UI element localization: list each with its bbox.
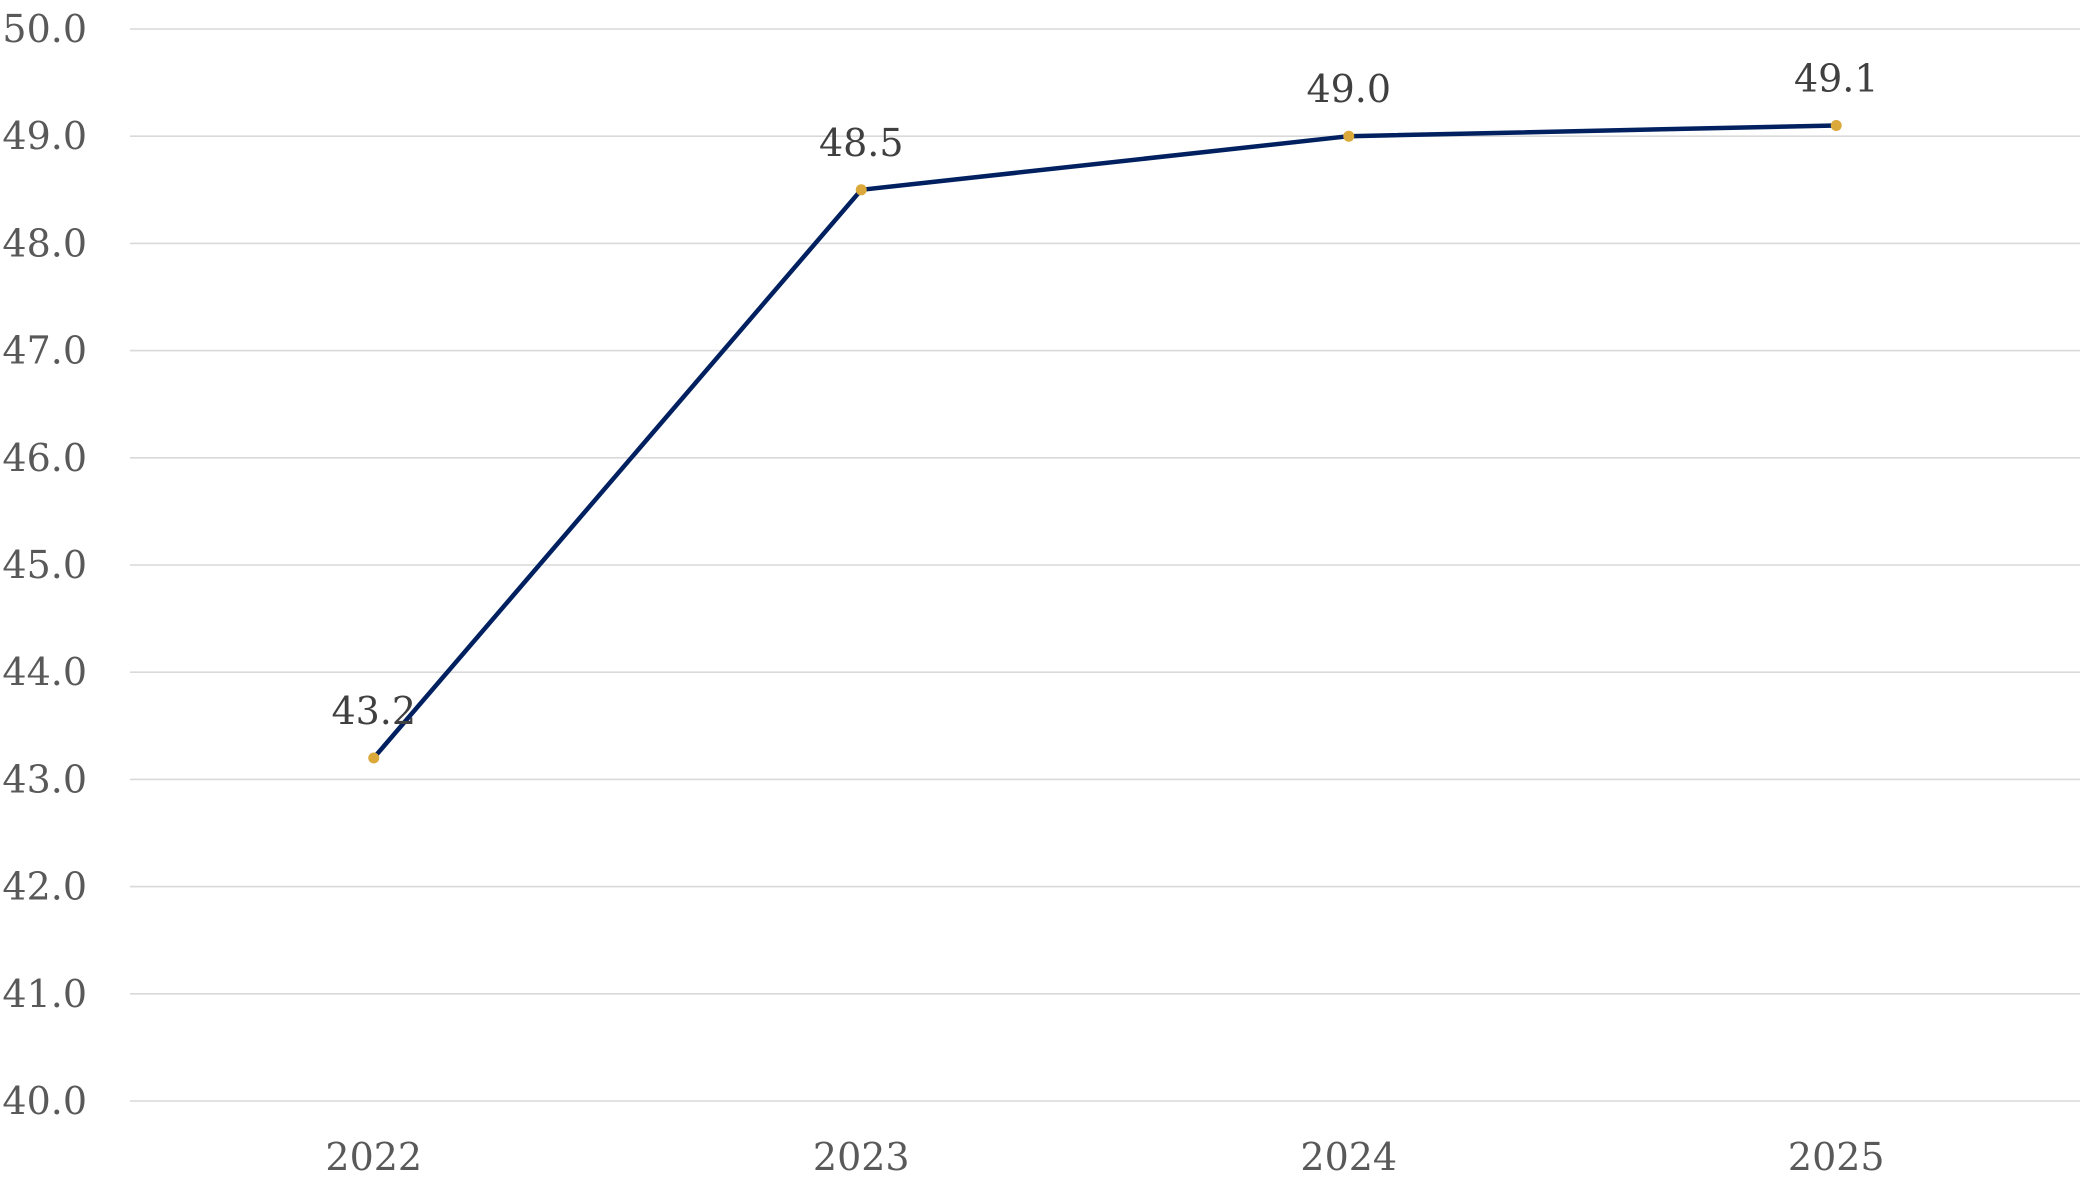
data-labels: 43.2 48.5 49.0 49.1	[331, 56, 1878, 732]
data-label: 49.0	[1306, 67, 1391, 111]
y-tick-label: 49.0	[2, 114, 87, 158]
data-point	[1343, 130, 1355, 142]
y-tick-label: 50.0	[2, 7, 87, 51]
data-point	[1830, 119, 1842, 131]
x-tick-label: 2023	[813, 1135, 910, 1179]
y-tick-label: 43.0	[2, 757, 87, 801]
data-label: 48.5	[819, 121, 904, 165]
x-tick-label: 2024	[1300, 1135, 1397, 1179]
y-tick-label: 44.0	[2, 650, 87, 694]
data-label: 49.1	[1794, 56, 1879, 100]
gridlines	[130, 28, 2080, 1102]
data-point	[855, 184, 867, 196]
data-label: 43.2	[331, 689, 416, 733]
y-axis-tick-labels: 40.0 41.0 42.0 43.0 44.0 45.0 46.0 47.0 48.0 49.0…	[2, 7, 87, 1123]
y-tick-label: 40.0	[2, 1079, 87, 1123]
y-tick-label: 46.0	[2, 436, 87, 480]
y-tick-label: 42.0	[2, 865, 87, 909]
x-tick-label: 2022	[325, 1135, 422, 1179]
y-tick-label: 45.0	[2, 543, 87, 587]
data-point	[368, 752, 380, 764]
y-tick-label: 41.0	[2, 972, 87, 1016]
x-tick-label: 2025	[1788, 1135, 1885, 1179]
y-tick-label: 47.0	[2, 329, 87, 373]
series-group	[368, 119, 1842, 764]
y-tick-label: 48.0	[2, 221, 87, 265]
series-line	[371, 123, 1839, 761]
x-axis-tick-labels: 2022 2023 2024 2025	[325, 1135, 1884, 1179]
